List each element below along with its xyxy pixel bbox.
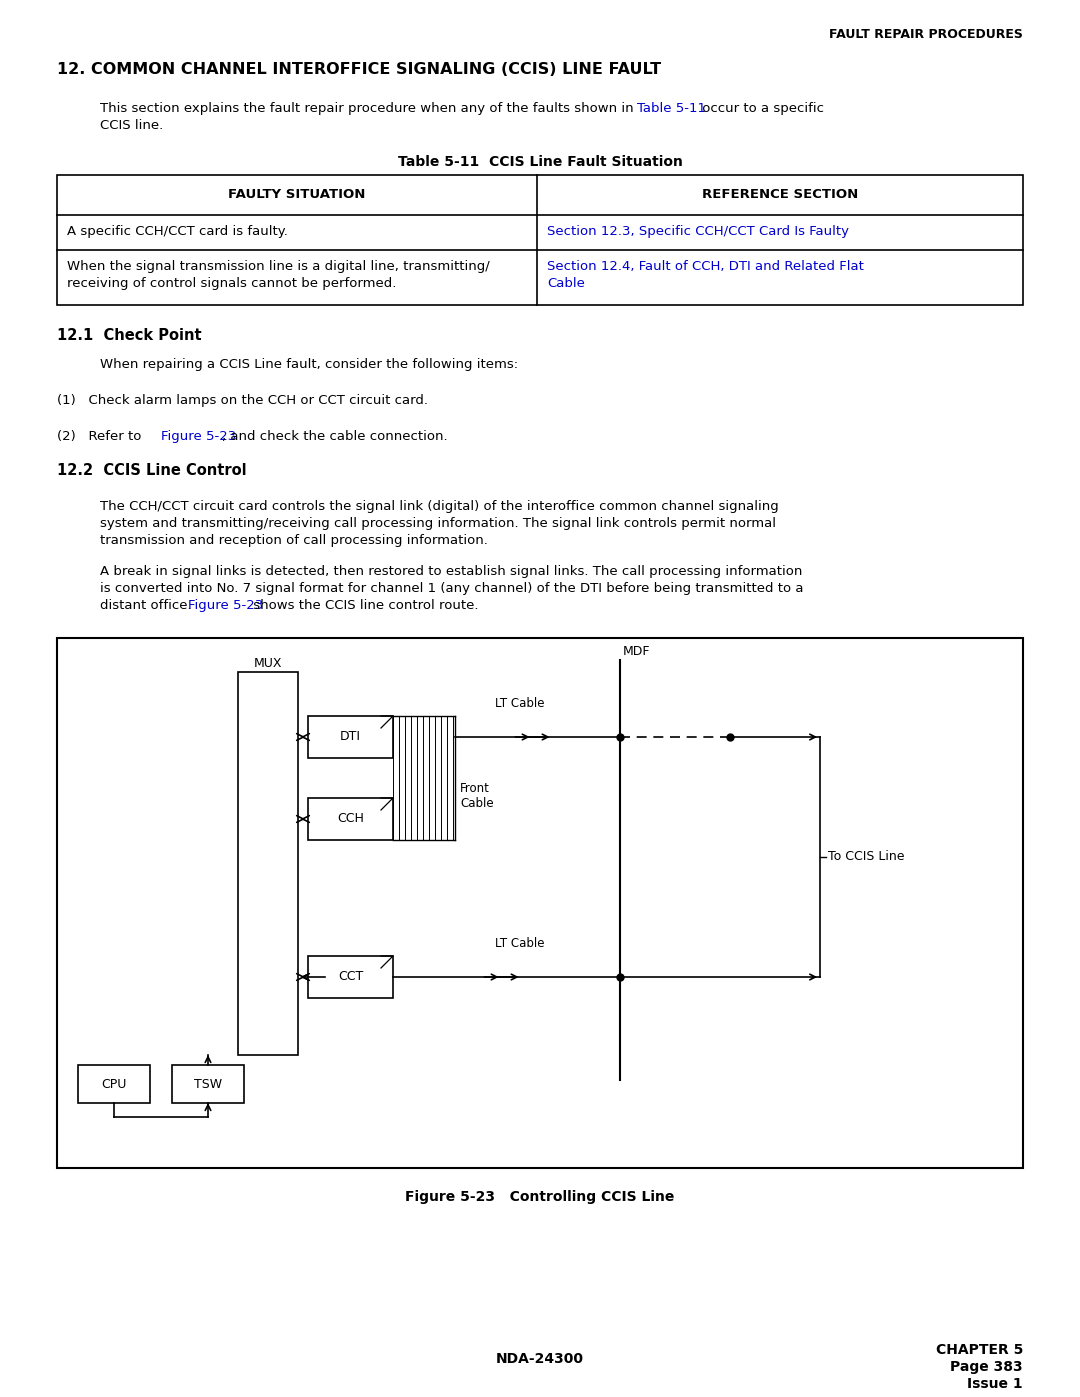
Text: transmission and reception of call processing information.: transmission and reception of call proce… [100,534,488,548]
Text: shows the CCIS line control route.: shows the CCIS line control route. [249,599,478,612]
Text: Cable: Cable [460,798,494,810]
Text: REFERENCE SECTION: REFERENCE SECTION [702,187,859,201]
Bar [57,175,1023,305]
Text: is converted into No. 7 signal format for channel 1 (any channel) of the DTI bef: is converted into No. 7 signal format fo… [100,583,804,595]
Text: MDF: MDF [623,645,650,658]
Text: Cable: Cable [546,277,585,291]
Text: The CCH/CCT circuit card controls the signal link (digital) of the interoffice c: The CCH/CCT circuit card controls the si… [100,500,779,513]
Text: NDA-24300: NDA-24300 [496,1352,584,1366]
Bar [238,672,298,1055]
Text: A break in signal links is detected, then restored to establish signal links. Th: A break in signal links is detected, the… [100,564,802,578]
Text: (2)   Refer to: (2) Refer to [57,430,146,443]
Text: 12. COMMON CHANNEL INTEROFFICE SIGNALING (CCIS) LINE FAULT: 12. COMMON CHANNEL INTEROFFICE SIGNALING… [57,61,661,77]
Text: TSW: TSW [194,1077,222,1091]
Text: Table 5-11: Table 5-11 [637,102,706,115]
Bar [308,798,393,840]
Text: Section 12.3, Specific CCH/CCT Card Is Faulty: Section 12.3, Specific CCH/CCT Card Is F… [546,225,849,237]
Text: MUX: MUX [254,657,282,671]
Text: FAULTY SITUATION: FAULTY SITUATION [228,187,366,201]
Text: To CCIS Line: To CCIS Line [828,851,905,863]
Text: CHAPTER 5: CHAPTER 5 [935,1343,1023,1356]
Text: distant office.: distant office. [100,599,195,612]
Text: Figure 5-23: Figure 5-23 [161,430,237,443]
Text: Issue 1: Issue 1 [968,1377,1023,1391]
Text: 12.2  CCIS Line Control: 12.2 CCIS Line Control [57,462,246,478]
Text: receiving of control signals cannot be performed.: receiving of control signals cannot be p… [67,277,396,291]
Text: (1)   Check alarm lamps on the CCH or CCT circuit card.: (1) Check alarm lamps on the CCH or CCT … [57,394,428,407]
Bar [57,638,1023,1168]
Text: This section explains the fault repair procedure when any of the faults shown in: This section explains the fault repair p… [100,102,638,115]
Text: Figure 5-23: Figure 5-23 [188,599,264,612]
Text: , and check the cable connection.: , and check the cable connection. [222,430,447,443]
Bar [78,1065,150,1104]
Text: CCIS line.: CCIS line. [100,119,163,131]
Text: Page 383: Page 383 [950,1361,1023,1375]
Text: Table 5-11  CCIS Line Fault Situation: Table 5-11 CCIS Line Fault Situation [397,155,683,169]
Text: CPU: CPU [102,1077,126,1091]
Text: When the signal transmission line is a digital line, transmitting/: When the signal transmission line is a d… [67,260,489,272]
Bar [308,717,393,759]
Text: Figure 5-23   Controlling CCIS Line: Figure 5-23 Controlling CCIS Line [405,1190,675,1204]
Text: A specific CCH/CCT card is faulty.: A specific CCH/CCT card is faulty. [67,225,288,237]
Text: FAULT REPAIR PROCEDURES: FAULT REPAIR PROCEDURES [829,28,1023,41]
Bar [308,956,393,997]
Text: DTI: DTI [340,731,361,743]
Text: LT Cable: LT Cable [496,937,544,950]
Text: Front: Front [460,782,490,795]
Text: CCH: CCH [337,813,364,826]
Text: Section 12.4, Fault of CCH, DTI and Related Flat: Section 12.4, Fault of CCH, DTI and Rela… [546,260,864,272]
Text: occur to a specific: occur to a specific [698,102,824,115]
Bar [172,1065,244,1104]
Text: system and transmitting/receiving call processing information. The signal link c: system and transmitting/receiving call p… [100,517,777,529]
Text: CCT: CCT [338,971,363,983]
Text: When repairing a CCIS Line fault, consider the following items:: When repairing a CCIS Line fault, consid… [100,358,518,372]
Text: 12.1  Check Point: 12.1 Check Point [57,328,202,344]
Text: LT Cable: LT Cable [496,697,544,710]
